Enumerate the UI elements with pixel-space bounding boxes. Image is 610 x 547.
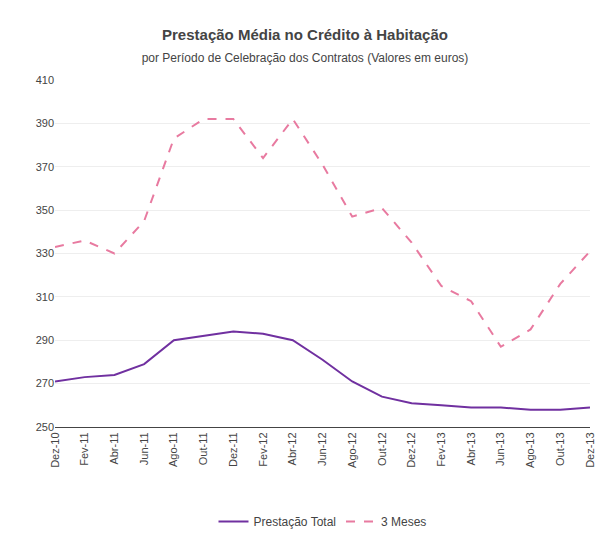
svg-text:Dez-11: Dez-11 [227, 432, 239, 467]
svg-text:Jun-12: Jun-12 [316, 432, 328, 466]
svg-text:290: 290 [36, 334, 54, 346]
svg-text:Fev-13: Fev-13 [435, 432, 447, 466]
svg-text:Ago-13: Ago-13 [524, 432, 536, 467]
svg-text:Out-12: Out-12 [376, 432, 388, 466]
svg-text:410: 410 [36, 74, 54, 86]
svg-text:390: 390 [36, 117, 54, 129]
svg-text:Abr-13: Abr-13 [465, 432, 477, 465]
svg-text:270: 270 [36, 377, 54, 389]
svg-text:250: 250 [36, 421, 54, 433]
svg-text:330: 330 [36, 247, 54, 259]
svg-text:310: 310 [36, 291, 54, 303]
svg-text:350: 350 [36, 204, 54, 216]
svg-text:Prestação Média no Crédito à H: Prestação Média no Crédito à Habitação [162, 26, 448, 43]
svg-text:Fev-12: Fev-12 [257, 432, 269, 466]
svg-text:Abr-12: Abr-12 [286, 432, 298, 465]
svg-text:Fev-11: Fev-11 [78, 432, 90, 465]
svg-text:Prestação Total: Prestação Total [254, 515, 337, 529]
svg-text:Dez-13: Dez-13 [584, 432, 596, 467]
svg-text:Jun-13: Jun-13 [494, 432, 506, 466]
svg-text:Out-13: Out-13 [554, 432, 566, 466]
svg-text:Ago-11: Ago-11 [167, 432, 179, 467]
svg-text:Dez-10: Dez-10 [49, 432, 61, 467]
svg-text:por Período de Celebração dos: por Período de Celebração dos Contratos … [142, 51, 469, 65]
svg-text:3 Meses: 3 Meses [381, 515, 426, 529]
svg-text:Ago-12: Ago-12 [346, 432, 358, 467]
svg-text:Out-11: Out-11 [197, 432, 209, 465]
svg-text:Abr-11: Abr-11 [108, 432, 120, 464]
svg-text:Dez-12: Dez-12 [405, 432, 417, 467]
svg-text:Jun-11: Jun-11 [138, 432, 150, 465]
svg-text:370: 370 [36, 161, 54, 173]
